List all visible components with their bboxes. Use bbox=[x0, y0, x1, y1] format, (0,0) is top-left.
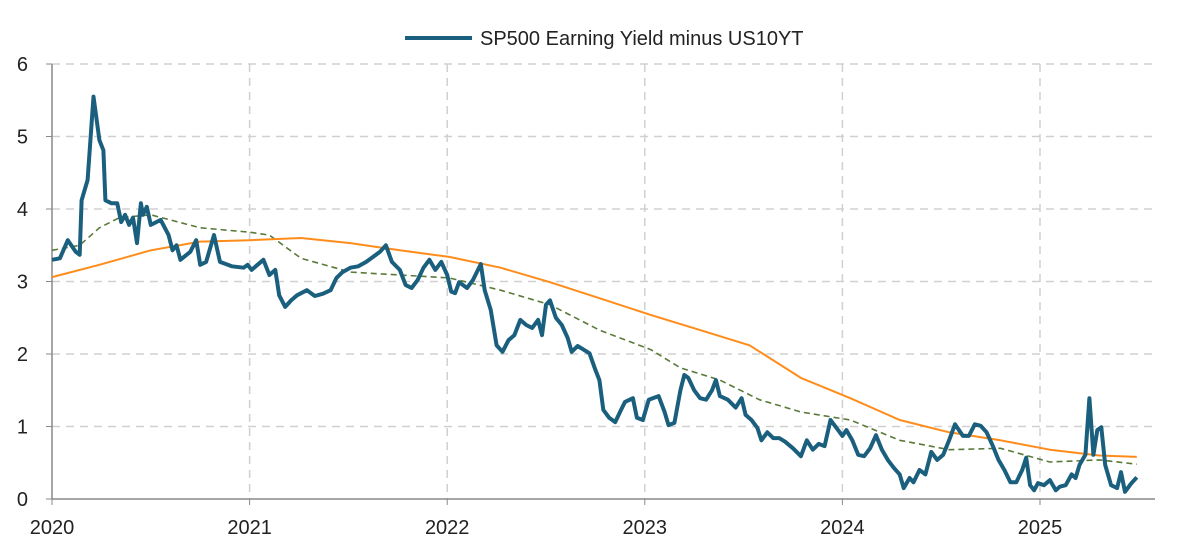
x-tick-label: 2024 bbox=[820, 517, 865, 539]
x-tick-label: 2020 bbox=[30, 517, 75, 539]
y-tick-label: 6 bbox=[17, 54, 28, 76]
x-tick-label: 2021 bbox=[227, 517, 272, 539]
x-tick-label: 2025 bbox=[1018, 517, 1063, 539]
legend-label: SP500 Earning Yield minus US10YT bbox=[480, 28, 804, 50]
y-tick-label: 3 bbox=[17, 272, 28, 294]
y-tick-label: 0 bbox=[17, 489, 28, 511]
series-line-0 bbox=[51, 94, 1139, 494]
y-tick-label: 1 bbox=[17, 417, 28, 439]
x-tick-label: 2022 bbox=[425, 517, 470, 539]
y-tick-label: 5 bbox=[17, 127, 28, 149]
axes: 0 1 2 3 4 5 6 2020 2021 2022 2023 2024 2025 bbox=[17, 54, 1155, 539]
grid bbox=[52, 63, 1155, 499]
series-lines bbox=[51, 94, 1139, 494]
x-tick-label: 2023 bbox=[623, 517, 668, 539]
y-tick-label: 2 bbox=[17, 344, 28, 366]
y-tick-label: 4 bbox=[17, 199, 28, 221]
legend: SP500 Earning Yield minus US10YT bbox=[405, 28, 804, 50]
